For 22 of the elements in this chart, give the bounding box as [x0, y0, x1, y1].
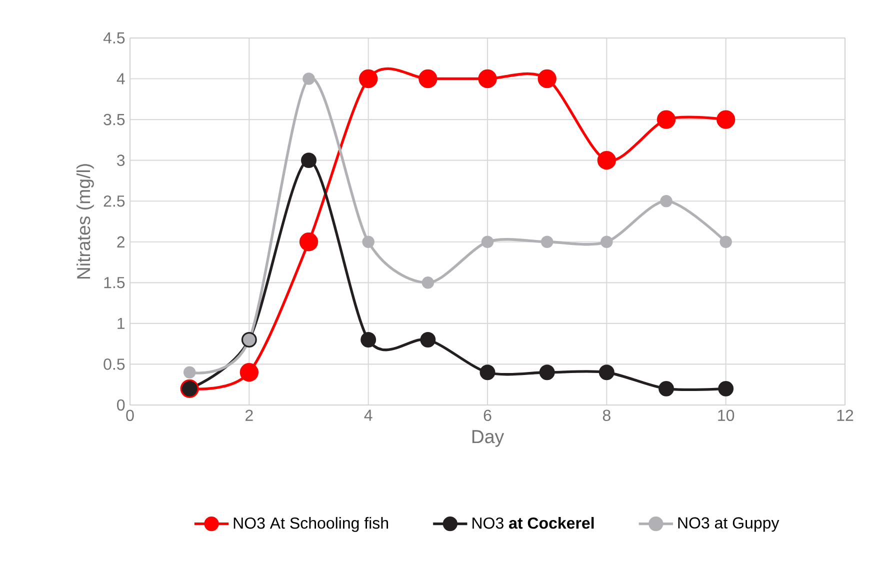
x-tick-label: 6	[484, 410, 492, 422]
y-tick-label: 2.5	[104, 195, 125, 207]
y-axis-title: Nitrates (mg/l)	[76, 164, 94, 279]
x-tick-label: 4	[364, 410, 372, 421]
y-tick-label: 1.5	[104, 277, 125, 288]
legend-label: NO3 At Schooling fish	[234, 517, 388, 532]
x-tick-label: 12	[837, 410, 854, 421]
legend-label: NO3 at Cockerel	[472, 517, 594, 529]
y-tick-label: 3	[117, 154, 125, 166]
x-axis-title: Day	[472, 430, 504, 447]
y-tick-label: 0.5	[104, 358, 125, 370]
y-tick-label: 4	[116, 73, 125, 84]
x-tick-label: 8	[602, 410, 610, 422]
x-tick-label: 10	[718, 410, 734, 422]
legend-label: NO3 at Guppy	[678, 517, 780, 532]
y-tick-label: 2	[117, 236, 124, 248]
y-tick-label: 4.5	[103, 32, 125, 44]
x-tick-label: 0	[126, 410, 134, 422]
y-tick-label: 0	[117, 399, 125, 411]
x-tick-label: 2	[246, 410, 253, 421]
y-tick-label: 3.5	[104, 114, 125, 126]
y-tick-label: 1	[118, 318, 125, 329]
